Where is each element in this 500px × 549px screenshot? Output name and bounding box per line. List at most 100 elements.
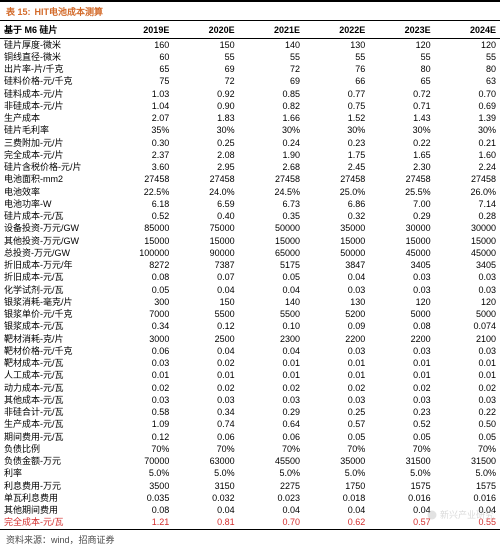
cell-value: 35000 — [304, 456, 369, 468]
header-year: 2024E — [435, 21, 500, 39]
row-label: 硅片毛利率 — [0, 125, 108, 137]
cell-value: 0.03 — [173, 394, 238, 406]
cell-value: 0.40 — [173, 211, 238, 223]
cell-value: 0.023 — [239, 492, 304, 504]
cell-value: 5.0% — [108, 468, 173, 480]
table-row: 电池效率22.5%24.0%24.5%25.0%25.5%26.0% — [0, 186, 500, 198]
cell-value: 0.05 — [304, 431, 369, 443]
cell-value: 0.03 — [369, 345, 434, 357]
cell-value: 30% — [304, 125, 369, 137]
cell-value: 0.70 — [239, 517, 304, 530]
cell-value: 0.23 — [304, 137, 369, 149]
cell-value: 6.73 — [239, 198, 304, 210]
cell-value: 0.02 — [369, 382, 434, 394]
cell-value: 70% — [369, 443, 434, 455]
cell-value: 0.25 — [304, 407, 369, 419]
header-year: 2020E — [173, 21, 238, 39]
cell-value: 5500 — [173, 309, 238, 321]
row-label: 人工成本-元/瓦 — [0, 370, 108, 382]
cell-value: 0.02 — [239, 382, 304, 394]
table-row: 硅片含税价格-元/片3.602.952.682.452.302.24 — [0, 162, 500, 174]
cell-value: 90000 — [173, 247, 238, 259]
row-label: 其他期间费用 — [0, 505, 108, 517]
cell-value: 55 — [304, 51, 369, 63]
cell-value: 27458 — [369, 174, 434, 186]
cell-value: 27458 — [435, 174, 500, 186]
header-first: 基于 M6 硅片 — [0, 21, 108, 39]
cell-value: 0.92 — [173, 88, 238, 100]
cell-value: 0.85 — [239, 88, 304, 100]
cell-value: 15000 — [435, 235, 500, 247]
cell-value: 80 — [369, 64, 434, 76]
cell-value: 24.5% — [239, 186, 304, 198]
cell-value: 0.12 — [173, 321, 238, 333]
cell-value: 1.90 — [239, 149, 304, 161]
table-row: 硅片成本-元/瓦0.520.400.350.320.290.28 — [0, 211, 500, 223]
cell-value: 6.59 — [173, 198, 238, 210]
cell-value: 5.0% — [435, 468, 500, 480]
cell-value: 0.03 — [435, 394, 500, 406]
cell-value: 0.03 — [369, 272, 434, 284]
table-row: 电池功率-W6.186.596.736.867.007.14 — [0, 198, 500, 210]
cell-value: 6.18 — [108, 198, 173, 210]
cell-value: 65 — [108, 64, 173, 76]
table-row: 总投资-万元/GW1000009000065000500004500045000 — [0, 247, 500, 259]
cell-value: 30000 — [369, 223, 434, 235]
cell-value: 26.0% — [435, 186, 500, 198]
cell-value: 0.04 — [173, 284, 238, 296]
header-year: 2023E — [369, 21, 434, 39]
cell-value: 0.58 — [108, 407, 173, 419]
cell-value: 27458 — [173, 174, 238, 186]
table-row: 非硅合计-元/瓦0.580.340.290.250.230.22 — [0, 407, 500, 419]
cell-value: 3150 — [173, 480, 238, 492]
table-row: 折旧成本-元/瓦0.080.070.050.040.030.03 — [0, 272, 500, 284]
cell-value: 15000 — [304, 235, 369, 247]
row-label: 银浆消耗-毫克/片 — [0, 296, 108, 308]
table-row: 设备投资-万元/GW850007500050000350003000030000 — [0, 223, 500, 235]
header-row: 基于 M6 硅片 2019E 2020E 2021E 2022E 2023E 2… — [0, 21, 500, 39]
cell-value: 5000 — [369, 309, 434, 321]
table-row: 电池面积-mm2274582745827458274582745827458 — [0, 174, 500, 186]
cell-value: 0.02 — [304, 382, 369, 394]
cell-value: 0.03 — [435, 284, 500, 296]
cell-value: 5000 — [435, 309, 500, 321]
cell-value: 0.05 — [435, 431, 500, 443]
table-row: 利息费用-万元350031502275175015751575 — [0, 480, 500, 492]
cell-value: 70% — [435, 443, 500, 455]
cell-value: 63000 — [173, 456, 238, 468]
cell-value: 0.28 — [435, 211, 500, 223]
cell-value: 6.86 — [304, 198, 369, 210]
cell-value: 1.09 — [108, 419, 173, 431]
cell-value: 0.81 — [173, 517, 238, 530]
cell-value: 0.08 — [369, 321, 434, 333]
cell-value: 0.50 — [435, 419, 500, 431]
row-label: 出片率-片/千克 — [0, 64, 108, 76]
cell-value: 150 — [173, 296, 238, 308]
cell-value: 0.34 — [108, 321, 173, 333]
cell-value: 72 — [239, 64, 304, 76]
table-row: 化学试剂-元/瓦0.050.040.040.030.030.03 — [0, 284, 500, 296]
cell-value: 0.04 — [304, 505, 369, 517]
cell-value: 0.01 — [369, 358, 434, 370]
cell-value: 3000 — [108, 333, 173, 345]
cell-value: 45000 — [369, 247, 434, 259]
cell-value: 15000 — [369, 235, 434, 247]
table-row: 非硅成本-元/片1.040.900.820.750.710.69 — [0, 100, 500, 112]
cell-value: 140 — [239, 296, 304, 308]
cell-value: 0.03 — [369, 394, 434, 406]
cell-value: 3847 — [304, 260, 369, 272]
cell-value: 1.75 — [304, 149, 369, 161]
watermark-text: 新兴产业研究 — [440, 508, 494, 521]
cell-value: 80 — [435, 64, 500, 76]
cell-value: 2.37 — [108, 149, 173, 161]
row-label: 化学试剂-元/瓦 — [0, 284, 108, 296]
cell-value: 0.69 — [435, 100, 500, 112]
cell-value: 2.08 — [173, 149, 238, 161]
row-label: 电池功率-W — [0, 198, 108, 210]
cell-value: 45000 — [435, 247, 500, 259]
row-label: 非硅成本-元/片 — [0, 100, 108, 112]
cell-value: 0.03 — [239, 394, 304, 406]
cell-value: 0.09 — [304, 321, 369, 333]
cell-value: 0.01 — [369, 370, 434, 382]
cell-value: 0.016 — [435, 492, 500, 504]
